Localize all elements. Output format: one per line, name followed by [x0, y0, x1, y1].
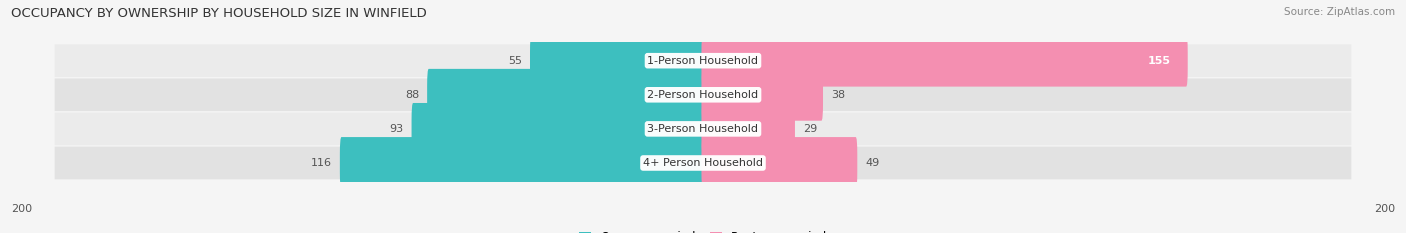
- FancyBboxPatch shape: [55, 79, 1351, 111]
- Text: 38: 38: [831, 90, 845, 100]
- Text: 155: 155: [1147, 56, 1171, 66]
- Text: 2-Person Household: 2-Person Household: [647, 90, 759, 100]
- Text: 29: 29: [803, 124, 817, 134]
- FancyBboxPatch shape: [702, 137, 858, 189]
- Text: 4+ Person Household: 4+ Person Household: [643, 158, 763, 168]
- FancyBboxPatch shape: [702, 69, 823, 121]
- FancyBboxPatch shape: [340, 137, 704, 189]
- Text: 1-Person Household: 1-Person Household: [648, 56, 758, 66]
- Text: Source: ZipAtlas.com: Source: ZipAtlas.com: [1284, 7, 1395, 17]
- FancyBboxPatch shape: [412, 103, 704, 155]
- Text: 88: 88: [405, 90, 419, 100]
- FancyBboxPatch shape: [702, 35, 1188, 87]
- Text: 49: 49: [865, 158, 879, 168]
- Text: 200: 200: [11, 204, 32, 214]
- FancyBboxPatch shape: [55, 44, 1351, 77]
- Text: 200: 200: [1374, 204, 1395, 214]
- Text: 93: 93: [389, 124, 404, 134]
- FancyBboxPatch shape: [530, 35, 704, 87]
- FancyBboxPatch shape: [55, 113, 1351, 145]
- Text: 55: 55: [508, 56, 522, 66]
- Text: 3-Person Household: 3-Person Household: [648, 124, 758, 134]
- FancyBboxPatch shape: [55, 147, 1351, 179]
- Text: 116: 116: [311, 158, 332, 168]
- Legend: Owner-occupied, Renter-occupied: Owner-occupied, Renter-occupied: [574, 226, 832, 233]
- FancyBboxPatch shape: [702, 103, 794, 155]
- FancyBboxPatch shape: [427, 69, 704, 121]
- Text: OCCUPANCY BY OWNERSHIP BY HOUSEHOLD SIZE IN WINFIELD: OCCUPANCY BY OWNERSHIP BY HOUSEHOLD SIZE…: [11, 7, 427, 20]
